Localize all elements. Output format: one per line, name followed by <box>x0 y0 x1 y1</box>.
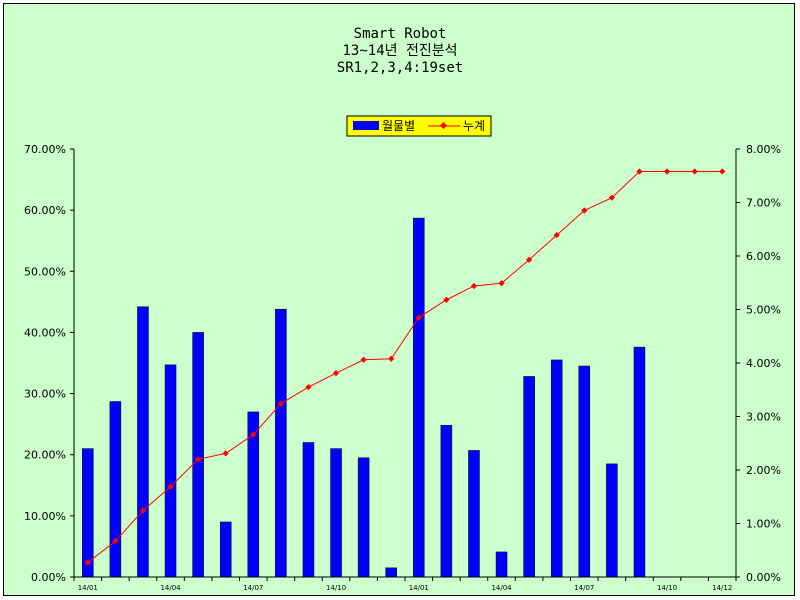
y-right-tick-label: 8.00% <box>746 143 781 156</box>
axes: 0.00% 10.00% 20.00% 30.00% 40.00% 50.00% 60.00… <box>24 143 781 592</box>
line-point-6 <box>250 431 257 438</box>
title-line-3: SR1,2,3,4:19set <box>337 60 463 76</box>
legend-label-line: 누계 <box>463 119 485 133</box>
bar-14 <box>468 450 480 578</box>
line-point-11 <box>388 355 395 362</box>
chart-svg: Smart Robot 13~14년 전진분석 SR1,2,3,4:19set … <box>24 26 781 592</box>
bar-17 <box>550 359 563 578</box>
line-point-10 <box>360 356 367 363</box>
bar-3 <box>164 364 177 578</box>
y-right-tick-label: 5.00% <box>746 304 781 317</box>
line-point-13 <box>443 296 450 303</box>
legend-line-marker <box>439 121 448 130</box>
legend-bar-swatch <box>353 121 379 130</box>
bar-series <box>82 217 646 578</box>
bar-19 <box>606 463 618 578</box>
x-tick-label: 14/12 <box>712 584 732 592</box>
y-right-tick-label: 3.00% <box>746 411 781 424</box>
line-point-23 <box>719 168 726 175</box>
bar-18 <box>578 365 591 578</box>
legend-label-bar: 월물별 <box>382 119 415 133</box>
x-tick-label: 14/10 <box>326 584 346 592</box>
line-point-9 <box>332 370 340 377</box>
line-point-22 <box>691 168 698 175</box>
bar-7 <box>275 308 287 578</box>
line-point-14 <box>470 282 478 290</box>
bar-8 <box>302 442 315 578</box>
title-line-2: 13~14년 전진분석 <box>343 43 458 59</box>
bar-0 <box>82 448 94 578</box>
x-tick-label: 14/07 <box>243 584 263 592</box>
bar-11 <box>385 567 397 578</box>
line-point-3 <box>167 483 174 490</box>
plot-area: 0.00% 10.00% 20.00% 30.00% 40.00% 50.00% 60.00… <box>24 143 781 592</box>
line-point-15 <box>498 280 505 287</box>
y-right-tick-label: 1.00% <box>746 518 781 531</box>
line-point-16 <box>526 256 533 263</box>
bar-4 <box>192 332 204 578</box>
line-point-5 <box>222 450 229 457</box>
x-tick-label: 14/01 <box>78 584 98 592</box>
line-point-12 <box>415 314 422 321</box>
bar-5 <box>219 521 232 578</box>
x-tick-label: 14/07 <box>574 584 594 592</box>
bar-9 <box>330 448 342 578</box>
chart-title: Smart Robot 13~14년 전진분석 SR1,2,3,4:19set <box>337 26 463 76</box>
bar-16 <box>523 376 535 578</box>
bar-12 <box>413 217 425 578</box>
y-left-tick-label: 70.00% <box>24 143 66 156</box>
bar-2 <box>137 306 149 578</box>
x-tick-label: 14/01 <box>409 584 429 592</box>
y-left-tick-label: 30.00% <box>24 388 66 401</box>
y-left-tick-label: 40.00% <box>24 326 66 339</box>
bar-13 <box>440 425 453 578</box>
x-tick-label: 14/10 <box>657 584 677 592</box>
line-series <box>84 168 726 566</box>
y-right-tick-label: 6.00% <box>746 250 781 263</box>
y-right-tick-label: 0.00% <box>746 571 781 584</box>
bar-20 <box>633 346 646 578</box>
chart-frame: Smart Robot 13~14년 전진분석 SR1,2,3,4:19set … <box>3 3 795 596</box>
legend: 월물별 누계 <box>346 115 492 137</box>
line-path <box>87 170 723 563</box>
title-line-1: Smart Robot <box>354 26 447 42</box>
bar-1 <box>109 401 122 578</box>
y-right-tick-label: 2.00% <box>746 464 781 477</box>
line-point-21 <box>663 168 671 175</box>
y-left-tick-label: 0.00% <box>31 571 66 584</box>
y-left-tick-label: 60.00% <box>24 204 66 217</box>
bar-15 <box>495 551 508 578</box>
x-tick-label: 14/04 <box>160 584 181 592</box>
line-point-7 <box>277 400 284 407</box>
y-left-tick-label: 20.00% <box>24 449 66 462</box>
legend-box <box>346 115 492 137</box>
y-right-tick-label: 7.00% <box>746 197 781 210</box>
bar-10 <box>357 457 370 578</box>
x-tick-label: 14/04 <box>491 584 512 592</box>
y-left-tick-label: 50.00% <box>24 265 66 278</box>
y-right-tick-label: 4.00% <box>746 357 781 370</box>
y-left-tick-label: 10.00% <box>24 510 66 523</box>
line-point-8 <box>305 383 312 391</box>
